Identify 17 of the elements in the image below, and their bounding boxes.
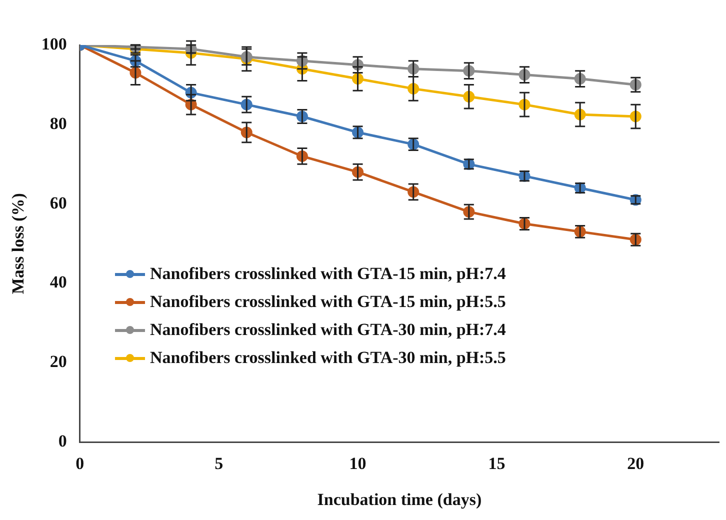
x-tick-label: 5 (214, 454, 224, 473)
y-tick-label: 100 (41, 34, 67, 54)
y-tick-label: 40 (50, 272, 67, 292)
legend-label: Nanofibers crosslinked with GTA-30 min, pH:5.5 (150, 348, 506, 368)
x-tick-label: 20 (627, 454, 644, 473)
y-tick-label: 0 (58, 432, 67, 451)
x-tick-label: 10 (349, 454, 366, 473)
legend-label: Nanofibers crosslinked with GTA-30 min, pH:7.4 (150, 320, 506, 340)
legend-label: Nanofibers crosslinked with GTA-15 min, pH:7.4 (150, 264, 506, 284)
x-tick-label: 15 (488, 454, 506, 473)
x-tick-label: 0 (76, 454, 84, 473)
legend-label: Nanofibers crosslinked with GTA-15 min, pH:5.5 (150, 292, 506, 312)
y-axis-title: Mass loss (%) (8, 193, 28, 294)
y-tick-label: 80 (50, 114, 67, 133)
x-axis-title: Incubation time (days) (317, 490, 482, 510)
y-tick-label: 60 (50, 193, 67, 212)
y-tick-label: 20 (50, 352, 67, 372)
